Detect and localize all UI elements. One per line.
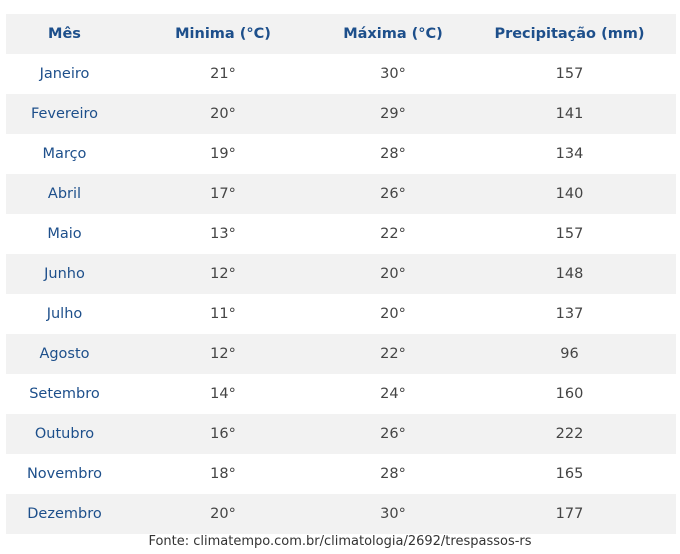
table-row: Março 19° 28° 134	[6, 134, 676, 174]
table-row: Abril 17° 26° 140	[6, 174, 676, 214]
value-cell: 19°	[210, 146, 236, 162]
value-cell: 160	[555, 386, 584, 402]
table-row: Junho 12° 20° 148	[6, 254, 676, 294]
value-cell: 22°	[380, 226, 406, 242]
table-row: Fevereiro 20° 29° 141	[6, 94, 676, 134]
value-cell: 20°	[123, 94, 323, 134]
value-cell: 134	[555, 146, 584, 162]
month-cell: Fevereiro	[6, 94, 123, 134]
month-cell: Julho	[46, 306, 83, 322]
value-cell: 17°	[123, 174, 323, 214]
value-cell: 21°	[210, 66, 236, 82]
table-row: Setembro 14° 24° 160	[6, 374, 676, 414]
month-cell: Agosto	[6, 334, 123, 374]
month-cell: Março	[42, 146, 87, 162]
month-cell: Abril	[6, 174, 123, 214]
value-cell: 30°	[323, 494, 463, 534]
value-cell: 28°	[380, 466, 406, 482]
value-cell: 30°	[380, 66, 406, 82]
value-cell: 141	[463, 94, 676, 134]
header-row: Mês Minima (°C) Máxima (°C) Precipitação (m…	[6, 14, 676, 54]
climate-table: Mês Minima (°C) Máxima (°C) Precipitação (m…	[6, 14, 676, 534]
table-row: Maio 13° 22° 157	[6, 214, 676, 254]
value-cell: 222	[463, 414, 676, 454]
table-row: Outubro 16° 26° 222	[6, 414, 676, 454]
value-cell: 28°	[380, 146, 406, 162]
column-header: Máxima (°C)	[323, 14, 463, 54]
value-cell: 29°	[323, 94, 463, 134]
month-cell: Novembro	[26, 466, 103, 482]
value-cell: 137	[555, 306, 584, 322]
value-cell: 12°	[123, 334, 323, 374]
column-header: Precipitação (mm)	[463, 14, 676, 54]
month-cell: Dezembro	[6, 494, 123, 534]
value-cell: 24°	[380, 386, 406, 402]
value-cell: 11°	[210, 306, 236, 322]
table-row: Janeiro 21° 30° 157	[6, 54, 676, 94]
value-cell: 157	[555, 226, 584, 242]
value-cell: 96	[463, 334, 676, 374]
table-row: Dezembro 20° 30° 177	[6, 494, 676, 534]
month-cell: Junho	[6, 254, 123, 294]
month-cell: Outubro	[6, 414, 123, 454]
value-cell: 13°	[210, 226, 236, 242]
value-cell: 22°	[323, 334, 463, 374]
month-cell: Maio	[47, 226, 82, 242]
month-cell: Janeiro	[39, 66, 90, 82]
table-body: Janeiro 21° 30° 157 Fevereiro 20° 29° 141 Março 1…	[6, 54, 676, 534]
value-cell: 165	[555, 466, 584, 482]
month-cell: Setembro	[29, 386, 100, 402]
column-header: Minima (°C)	[123, 14, 323, 54]
value-cell: 12°	[123, 254, 323, 294]
value-cell: 20°	[380, 306, 406, 322]
value-cell: 26°	[323, 174, 463, 214]
value-cell: 18°	[210, 466, 236, 482]
value-cell: 140	[463, 174, 676, 214]
table-row: Novembro 18° 28° 165	[6, 454, 676, 494]
value-cell: 26°	[323, 414, 463, 454]
table-row: Agosto 12° 22° 96	[6, 334, 676, 374]
value-cell: 20°	[123, 494, 323, 534]
value-cell: 177	[463, 494, 676, 534]
table-row: Julho 11° 20° 137	[6, 294, 676, 334]
value-cell: 16°	[123, 414, 323, 454]
value-cell: 20°	[323, 254, 463, 294]
value-cell: 148	[463, 254, 676, 294]
value-cell: 157	[555, 66, 584, 82]
value-cell: 14°	[210, 386, 236, 402]
column-header: Mês	[6, 14, 123, 54]
source-note: Fonte: climatempo.com.br/climatologia/26…	[148, 534, 532, 549]
